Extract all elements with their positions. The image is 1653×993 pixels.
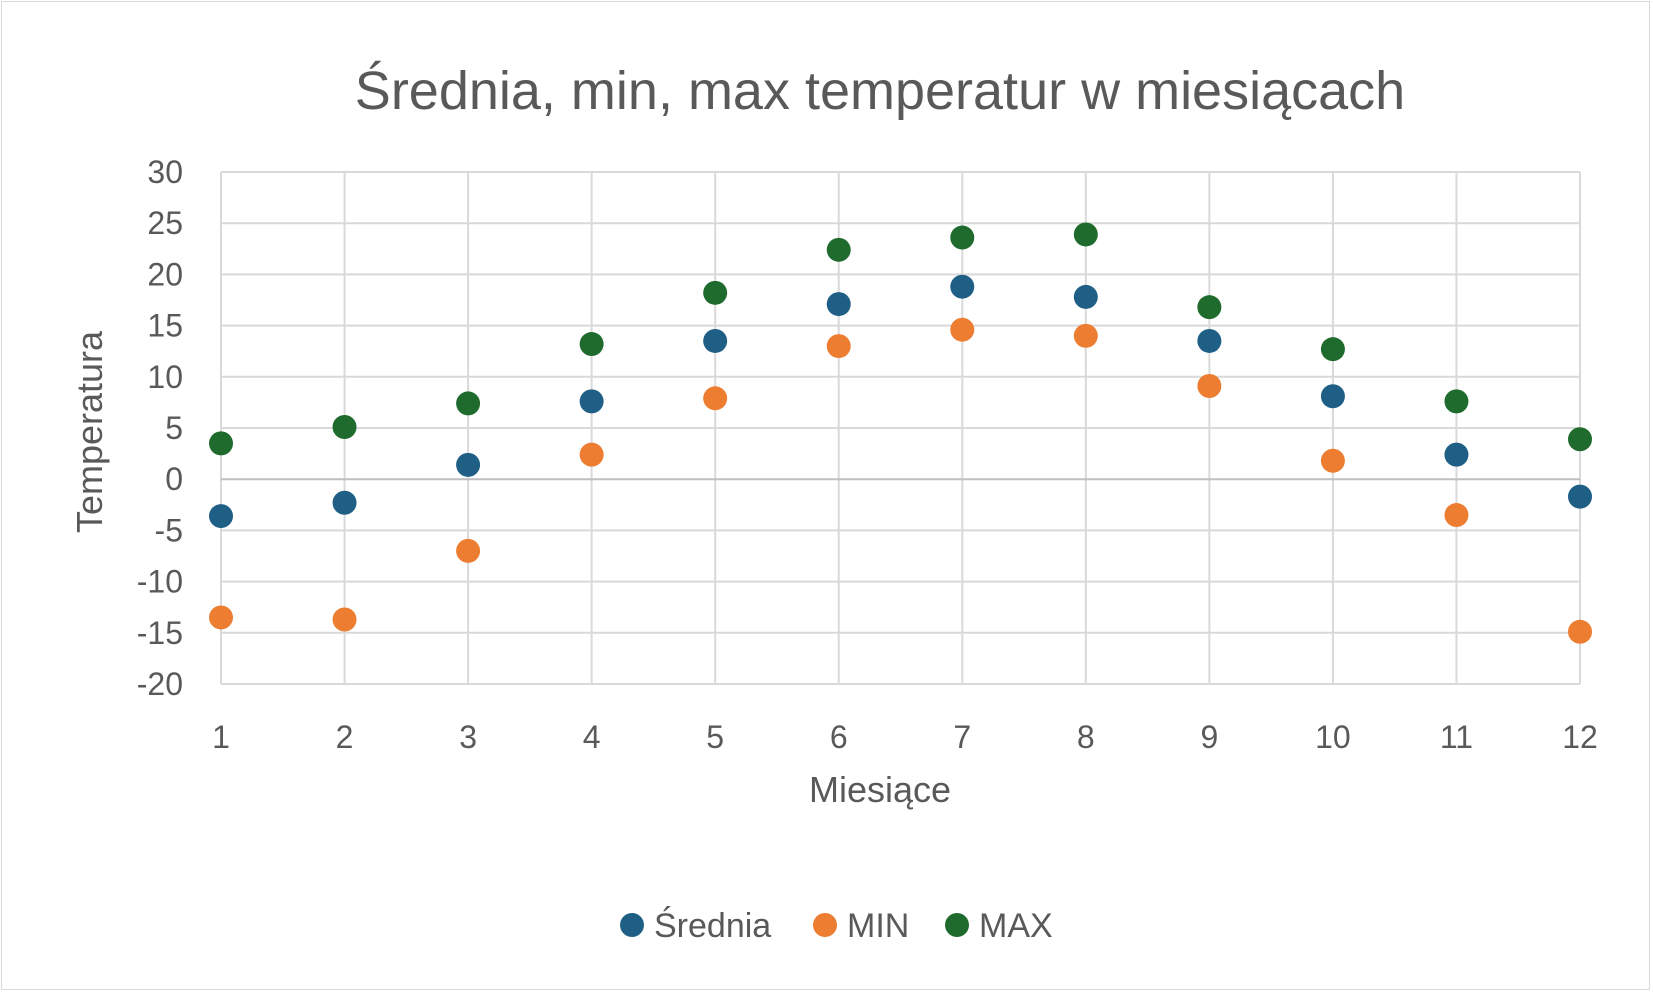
horizontal-gridlines [221, 171, 1580, 685]
data-point [1197, 374, 1222, 399]
x-tick-label: 3 [459, 719, 477, 755]
y-tick-label: 25 [147, 205, 183, 241]
data-point [950, 317, 975, 342]
x-tick-label: 12 [1562, 719, 1598, 755]
legend-marker [945, 913, 969, 937]
x-tick-label: 2 [336, 719, 354, 755]
legend-label: MIN [847, 907, 909, 945]
y-tick-label: -15 [137, 615, 183, 651]
data-point [456, 452, 481, 477]
x-tick-label: 4 [583, 719, 601, 755]
x-tick-label: 1 [212, 719, 230, 755]
data-point [579, 442, 604, 467]
data-point [209, 605, 233, 630]
data-point [826, 334, 851, 359]
x-tick-label: 6 [830, 719, 848, 755]
y-axis-tick-labels: 30 25 20 15 10 5 0 -5 -10 -15 -20 [137, 154, 183, 702]
data-point [209, 504, 233, 529]
data-point [1320, 384, 1345, 409]
data-point [1197, 295, 1222, 320]
chart-title: Średnia, min, max temperatur w miesiącac… [355, 60, 1405, 121]
data-point [1073, 323, 1098, 348]
data-point [456, 538, 481, 563]
data-point [950, 225, 975, 250]
data-point [456, 391, 481, 416]
data-points [209, 222, 1592, 644]
data-point [826, 237, 851, 262]
legend-label: MAX [979, 907, 1053, 945]
data-point [703, 386, 728, 411]
data-point [703, 328, 728, 353]
x-tick-label: 8 [1077, 719, 1095, 755]
data-point [579, 389, 604, 414]
data-point [1320, 448, 1345, 473]
data-point [703, 280, 728, 305]
x-axis-tick-labels: 1 2 3 4 5 6 7 8 9 10 11 12 [212, 719, 1598, 755]
y-tick-label: 10 [147, 359, 183, 395]
y-tick-label: 15 [147, 308, 183, 344]
y-tick-label: 0 [165, 461, 183, 497]
data-point [1444, 389, 1469, 414]
legend-label: Średnia [654, 906, 771, 945]
data-point [1568, 484, 1592, 509]
data-point [1568, 427, 1592, 452]
x-tick-label: 5 [706, 719, 724, 755]
y-axis-title: Temperatura [69, 330, 110, 533]
data-point [332, 414, 357, 439]
data-point [1568, 619, 1592, 644]
y-tick-label: -20 [137, 666, 183, 702]
data-point [1444, 503, 1469, 528]
y-tick-label: 30 [147, 154, 183, 190]
y-tick-label: -10 [137, 564, 183, 600]
data-point [332, 607, 357, 632]
data-point [1073, 222, 1098, 247]
x-tick-label: 10 [1315, 719, 1351, 755]
y-tick-label: -5 [155, 512, 183, 548]
data-point [826, 292, 851, 317]
y-tick-label: 5 [165, 410, 183, 446]
data-point [1444, 442, 1469, 467]
data-point [1073, 284, 1098, 309]
data-point [579, 332, 604, 357]
data-point [1320, 337, 1345, 362]
data-point [1197, 328, 1222, 353]
data-point [332, 490, 357, 515]
legend-marker [813, 913, 837, 937]
data-point [950, 274, 975, 299]
x-tick-label: 7 [953, 719, 971, 755]
x-tick-label: 9 [1200, 719, 1218, 755]
y-tick-label: 20 [147, 256, 183, 292]
legend-marker [620, 913, 644, 937]
data-point [209, 431, 233, 456]
x-tick-label: 11 [1440, 719, 1473, 755]
legend: Średnia MIN MAX [620, 906, 1053, 945]
x-axis-title: Miesiące [809, 769, 951, 810]
